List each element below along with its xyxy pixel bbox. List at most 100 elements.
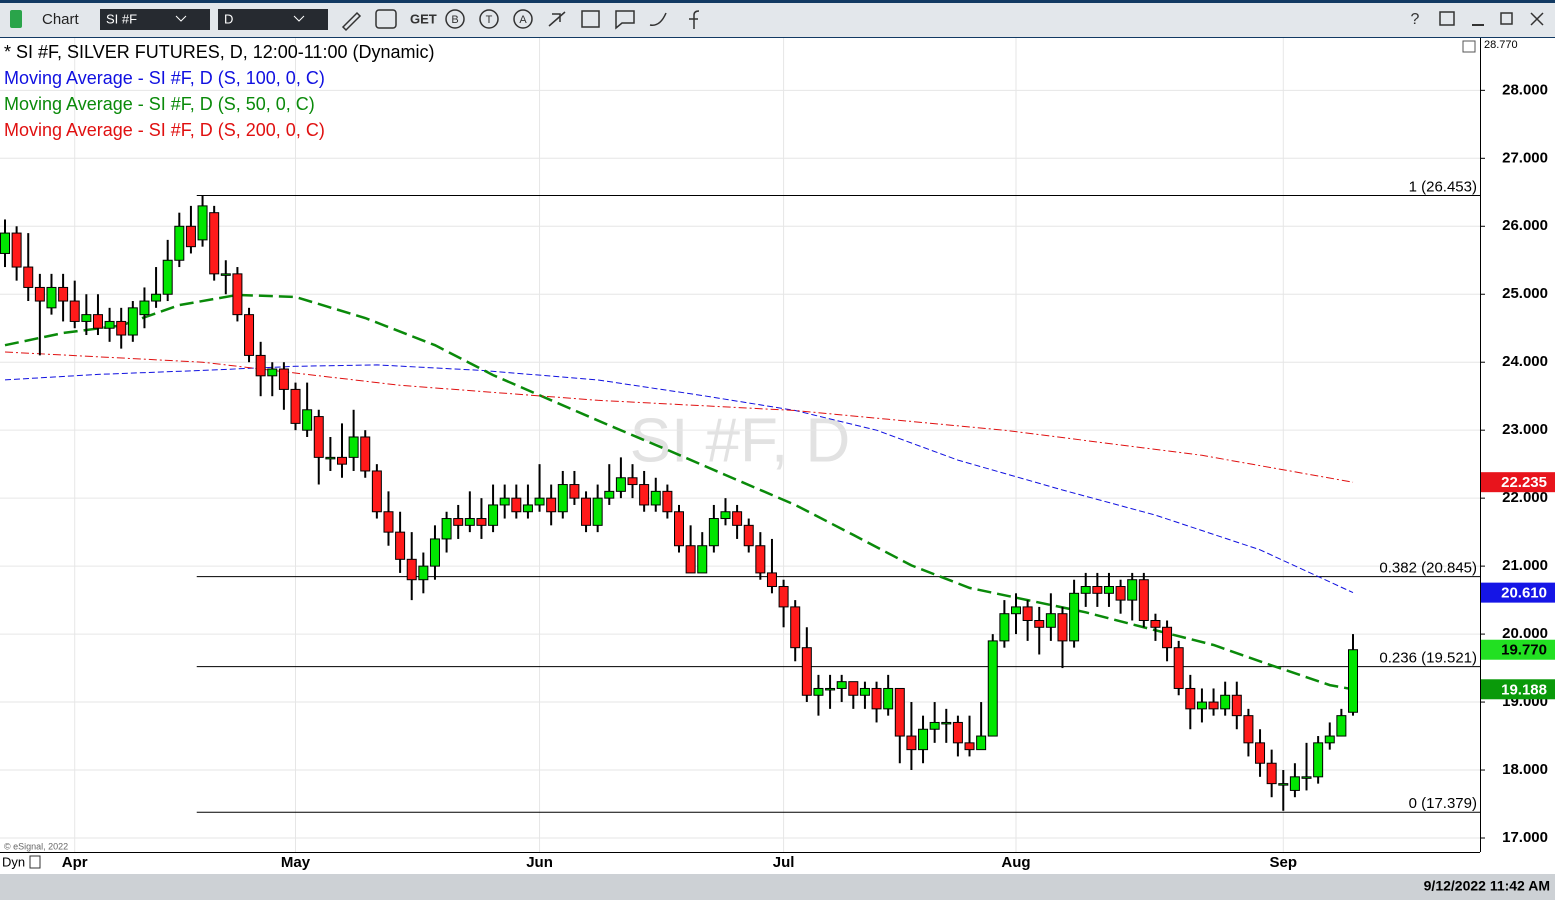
candle-body: [546, 497, 557, 513]
candle-body: [209, 212, 220, 275]
candle-body: [697, 545, 708, 574]
candle-body: [162, 259, 173, 295]
symbol-input[interactable]: [100, 9, 210, 30]
candle-body: [743, 524, 754, 547]
legend-entry: Moving Average - SI #F, D (S, 50, 0, C): [4, 94, 315, 114]
candle-body: [825, 687, 836, 691]
candle-body: [871, 687, 882, 710]
price-flag: [1481, 582, 1555, 603]
candle-body: [104, 320, 115, 329]
candle-body: [313, 416, 324, 458]
price-flag-label: 19.188: [1501, 681, 1547, 698]
candle-body: [720, 511, 731, 520]
app-icon: [10, 10, 22, 28]
fib-label: 0 (17.379): [1409, 795, 1477, 812]
y-tick-label: 26.000: [1502, 217, 1548, 234]
facebook-icon[interactable]: [689, 10, 700, 29]
candle-body: [1127, 579, 1138, 601]
y-tick-label: 24.000: [1502, 353, 1548, 370]
candle-body: [790, 606, 801, 649]
icon-circle[interactable]: [479, 9, 499, 29]
candle-body: [290, 388, 301, 424]
candle-body: [1266, 762, 1277, 785]
candle-body: [522, 504, 533, 513]
candle-body: [185, 225, 196, 248]
candle-body: [999, 613, 1010, 642]
candle-body: [1138, 579, 1149, 621]
candle-body: [534, 497, 545, 506]
legend-entry: Moving Average - SI #F, D (S, 100, 0, C): [4, 68, 325, 88]
link-icon[interactable]: [1439, 11, 1455, 26]
y-tick-label: 23.000: [1502, 421, 1548, 438]
candle-body: [139, 300, 150, 316]
candle-body: [81, 314, 92, 322]
edit-icon[interactable]: [581, 10, 600, 28]
price-flag: [1481, 472, 1555, 493]
candle-body: [1022, 606, 1033, 621]
help-icon[interactable]: ?: [1411, 11, 1420, 28]
candle-body: [1336, 715, 1347, 737]
y-tick-label: 20.000: [1502, 625, 1548, 642]
candle-body: [383, 511, 394, 533]
mode-label: Dyn: [2, 854, 25, 869]
candle-body: [197, 205, 208, 241]
comment-icon[interactable]: [615, 10, 635, 30]
candle-body: [976, 735, 987, 751]
close-icon[interactable]: [1530, 12, 1544, 26]
window-frame: [0, 0, 1555, 3]
tool-icon[interactable]: [548, 11, 566, 27]
candle-body: [1045, 613, 1056, 628]
dropdown-icon[interactable]: [175, 15, 187, 22]
twitter-icon[interactable]: [649, 12, 667, 26]
candle-body: [34, 286, 45, 302]
scale-icon[interactable]: [1462, 40, 1476, 53]
study-icon[interactable]: [375, 9, 397, 29]
y-tick-label: 18.000: [1502, 761, 1548, 778]
candle-body: [627, 477, 638, 486]
candle-body: [1231, 694, 1242, 717]
candle-body: [708, 518, 719, 547]
icon-circle[interactable]: [445, 9, 465, 29]
x-tick-label: Sep: [1270, 854, 1298, 871]
candle-body: [1313, 742, 1324, 778]
candle-body: [499, 497, 510, 506]
y-tick-label: 22.000: [1502, 489, 1548, 506]
fib-label: 0.236 (19.521): [1379, 650, 1477, 667]
candle-body: [1162, 626, 1173, 649]
legend-entry: Moving Average - SI #F, D (S, 200, 0, C): [4, 120, 325, 140]
price-flag-label: 20.610: [1501, 585, 1547, 602]
candle-body: [1011, 606, 1021, 615]
plot-area: [0, 38, 1480, 852]
candle-body: [174, 225, 185, 261]
copyright: © eSignal, 2022: [4, 841, 68, 851]
dropdown-icon[interactable]: [293, 15, 305, 22]
candle-body: [488, 504, 499, 526]
candle-body: [418, 565, 429, 581]
x-tick-label: Jun: [526, 854, 553, 871]
x-tick-label: May: [281, 854, 311, 871]
draw-icon[interactable]: [341, 11, 362, 32]
candle-body: [360, 436, 371, 472]
candle-body: [1150, 619, 1161, 628]
candle-body: [650, 490, 661, 506]
lock-icon[interactable]: [29, 855, 41, 869]
icon-circle[interactable]: [513, 9, 533, 29]
candle-body: [1208, 701, 1219, 710]
interval-text: D: [224, 11, 233, 26]
x-tick-label: Apr: [62, 854, 88, 871]
candle-body: [464, 518, 475, 526]
get-button[interactable]: GET: [410, 11, 437, 26]
fib-label: 1 (26.453): [1409, 178, 1477, 195]
candle-body: [267, 368, 278, 377]
y-tick-label: 21.000: [1502, 557, 1548, 574]
interval-input[interactable]: [218, 9, 328, 30]
restore-icon[interactable]: [1500, 12, 1513, 25]
candle-body: [1173, 647, 1184, 689]
candle-body: [674, 511, 684, 547]
candle-body: [441, 518, 452, 540]
candle-body: [755, 545, 766, 574]
candle-body: [1103, 586, 1114, 594]
status-datetime: 9/12/2022 11:42 AM: [1424, 878, 1550, 894]
candle-body: [929, 721, 940, 730]
y-tick-label: 17.000: [1502, 829, 1548, 846]
